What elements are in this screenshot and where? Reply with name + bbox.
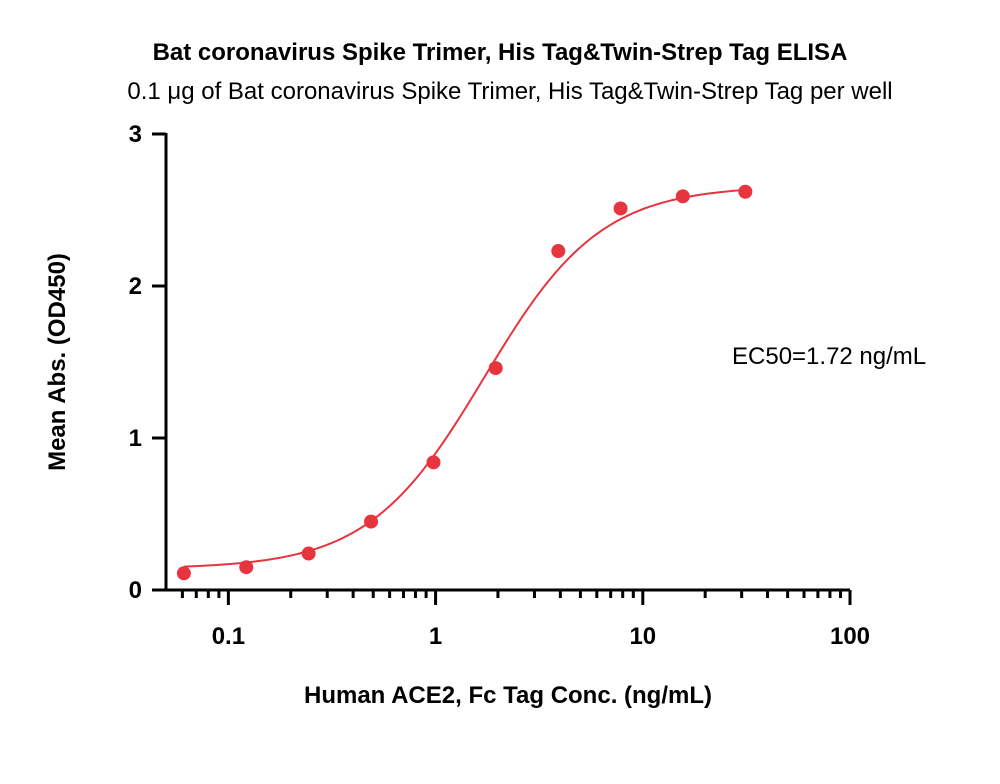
x-tick-label: 0.1 (212, 623, 245, 650)
chart-title: Bat coronavirus Spike Trimer, His Tag&Tw… (153, 39, 848, 66)
data-point (426, 455, 441, 470)
data-point (488, 361, 503, 376)
data-point (738, 184, 753, 199)
x-axis-ticks: 0.1 1 10 100 (180, 590, 870, 650)
data-point (551, 244, 566, 259)
fit-curves (183, 188, 746, 568)
y-axis-ticks: 0 1 2 3 (129, 121, 166, 604)
data-point (364, 514, 379, 529)
x-tick-label: 100 (830, 623, 870, 650)
axes (164, 133, 850, 592)
y-tick-label: 1 (129, 425, 142, 452)
data-points (176, 184, 753, 581)
chart-subtitle: 0.1 μg of Bat coronavirus Spike Trimer, … (127, 78, 892, 105)
data-point (176, 566, 191, 581)
data-point (613, 201, 628, 216)
x-axis-label: Human ACE2, Fc Tag Conc. (ng/mL) (304, 682, 712, 709)
data-point (301, 546, 316, 561)
y-tick-label: 3 (129, 121, 142, 148)
y-tick-label: 2 (129, 273, 142, 300)
y-axis-label: Mean Abs. (OD450) (44, 253, 71, 471)
x-tick-label: 10 (629, 623, 656, 650)
y-tick-label: 0 (129, 577, 142, 604)
x-tick-label: 1 (429, 623, 442, 650)
data-point (675, 189, 690, 204)
fit-curve (183, 188, 746, 568)
ec50-annotation: EC50=1.72 ng/mL (732, 343, 926, 370)
data-point (239, 560, 254, 575)
